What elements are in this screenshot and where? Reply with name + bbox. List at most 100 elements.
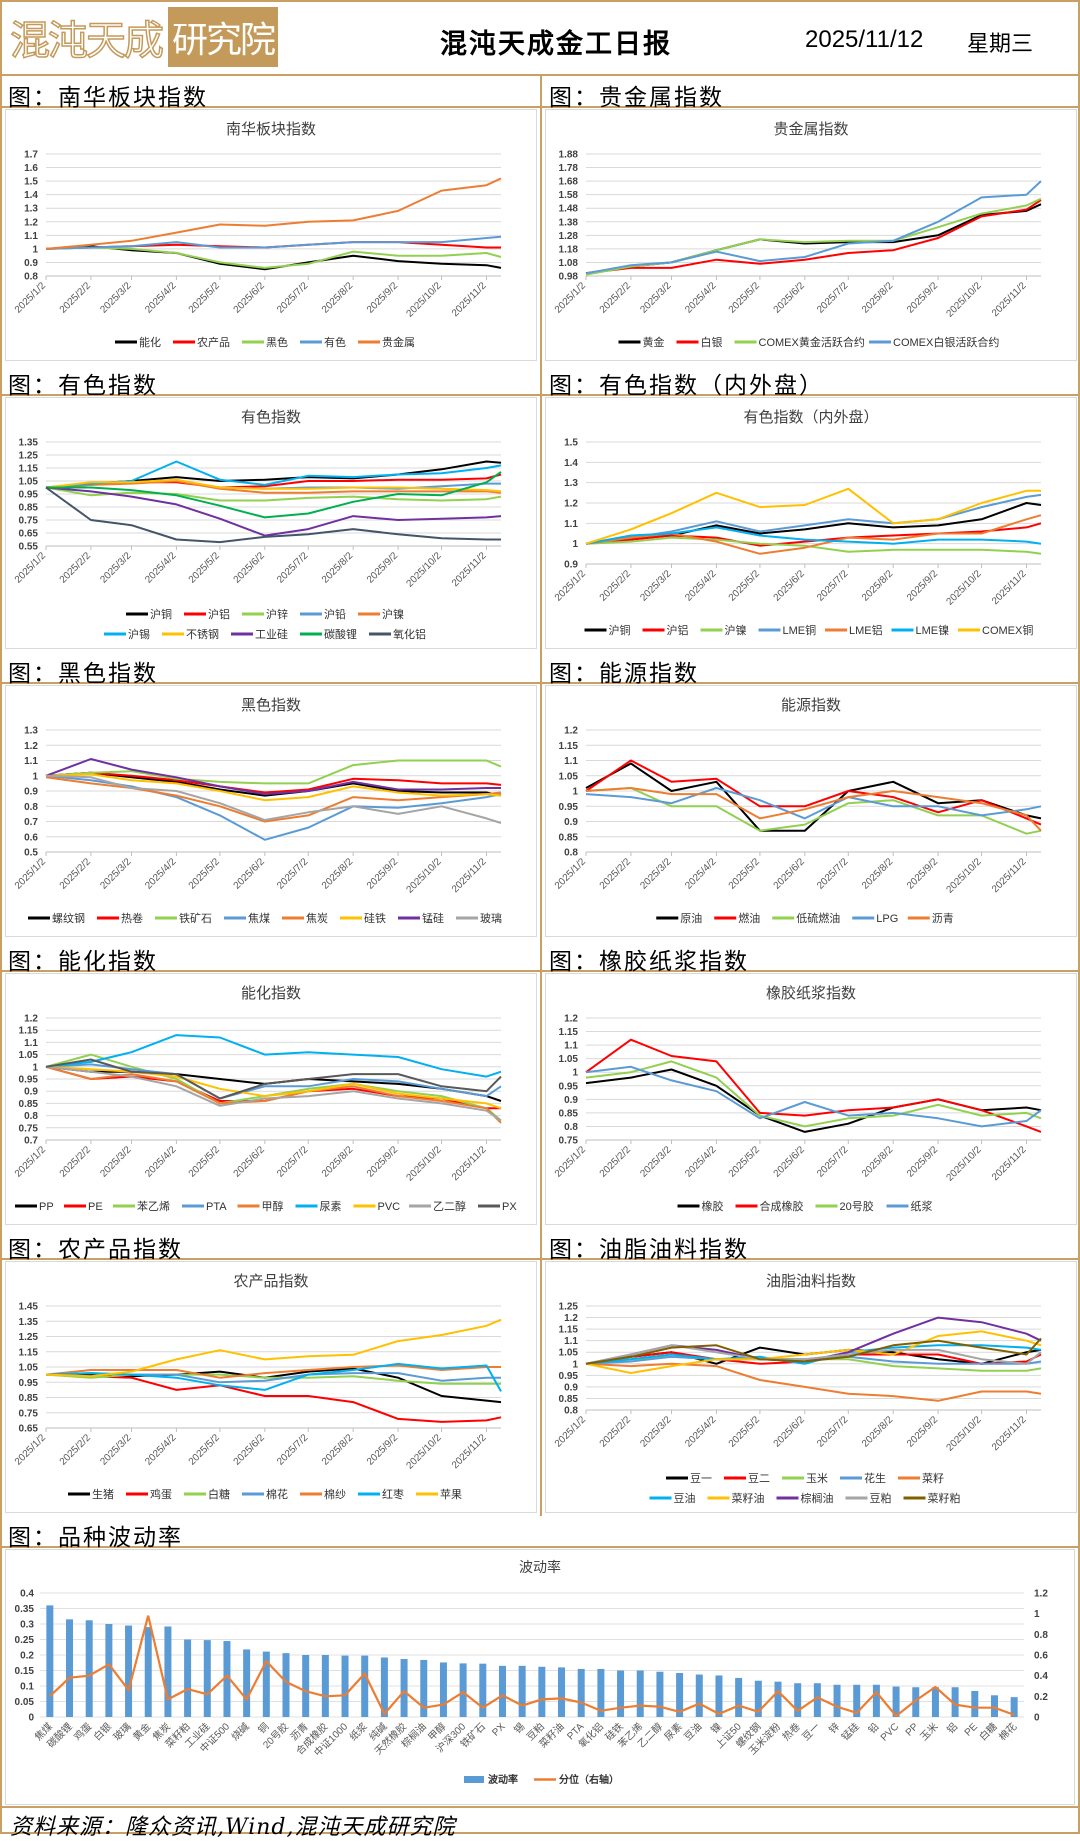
bar-氧化铝 [597,1668,605,1717]
legend-label: 沪镍 [725,623,747,637]
chart-panel-nanhua: 南华板块指数 0.8 0.9 1 1.1 1.2 1.3 1.4 1.5 1.6 1.7 2025/1… [5,109,537,361]
bar-中证500 [223,1641,231,1717]
y-tick-label: 1.2 [564,499,578,510]
legend-item: 尿素 [295,1200,342,1213]
section-title-nonferrous: 图：有色指数 [0,364,540,399]
bar-乙二醇 [656,1671,664,1717]
x-tick-label: 2025/7/2 [275,1144,311,1180]
y-tick-label: 1.45 [19,1302,39,1313]
x-tick-label: 2025/4/2 [143,280,179,316]
x-tick-label: 2025/4/2 [683,1414,719,1450]
x-tick-label: 2025/7/2 [815,280,851,316]
x-tick-label: 2025/7/2 [815,1144,851,1180]
x-tick-label: 2025/1/2 [13,550,49,586]
legend-label: 热卷 [121,911,143,925]
bar-玻璃 [125,1625,133,1717]
legend-item: COMEX黄金活跃合约 [734,335,865,349]
x-tick-label: 2025/4/2 [683,280,719,316]
legend-label: 玉米 [806,1472,828,1485]
legend-item: 沪铜 [126,607,172,621]
line-chart: 能源指数 0.8 0.85 0.9 0.95 1 1.05 1.1 1.15 1.2 2025/1/… [553,697,1042,925]
line-chart: 农产品指数 0.65 0.75 0.85 0.95 1.05 1.15 1.25 1.35 1.4… [13,1273,502,1501]
y-tick-label: 0.4 [20,1589,34,1600]
category-label: 玻璃 [110,1720,133,1743]
section-title-text: 图：能化指数 [8,949,158,975]
section-title-ferrous: 图：黑色指数 [0,652,540,687]
x-tick-label: 2025/9/2 [905,856,941,892]
x-tick-label: 2025/2/2 [58,856,94,892]
y-tick-label: 1.4 [24,190,38,201]
x-tick-label: 2025/9/2 [365,1144,401,1180]
legend-label: 合成橡胶 [760,1199,804,1213]
legend-item: LPG [852,913,898,925]
series-line-低硫燃油 [585,787,1042,835]
legend-item: PP [15,1201,54,1213]
y-tick-label: 0.85 [19,1099,39,1110]
y-tick-label: 1 [572,1068,578,1079]
x-tick-label: 2025/3/2 [98,280,134,316]
y-tick-label: 0.85 [559,832,579,843]
x-tick-label: 2025/2/2 [598,1144,634,1180]
x-tick-label: 2025/1/2 [13,1144,49,1180]
x-tick-label: 2025/11/2 [450,280,489,319]
legend-item: LME铝 [825,623,883,637]
category-label: 鸡蛋 [71,1720,94,1743]
legend-label: 燃油 [738,911,760,925]
y2-tick-label: 0.6 [1034,1651,1048,1662]
bar-铅 [872,1684,880,1717]
y-tick-label: 1.38 [559,217,579,228]
y-tick-label: 1.05 [559,771,579,782]
category-label: 锡 [511,1720,527,1736]
legend-item: 沪镍 [358,607,404,621]
y-tick-label: 1 [572,787,578,798]
x-tick-label: 2025/5/2 [727,280,763,316]
legend-label: 菜籽油 [732,1491,765,1505]
legend-item: 苹果 [416,1487,462,1501]
legend-item: COMEX白银活跃合约 [869,335,999,349]
section-title-text: 图：有色指数 [8,373,158,399]
legend-label: 沪镍 [382,607,404,621]
y-tick-label: 1.15 [19,1347,39,1358]
y-tick-label: 0.75 [19,1408,39,1419]
category-label: 铝 [945,1721,961,1737]
series-line-硅铁 [45,773,502,802]
legend-label: 红枣 [382,1488,404,1501]
y-tick-label: 1.15 [19,464,39,475]
legend-label: 焦煤 [248,912,270,925]
x-tick-label: 2025/8/2 [320,1144,356,1180]
y2-tick-label: 0.2 [1034,1692,1048,1703]
x-tick-label: 2025/4/2 [143,550,179,586]
legend-item: 农产品 [173,335,230,349]
bar-烧碱 [243,1649,251,1717]
chart-panel-nonferrous: 有色指数 0.55 0.65 0.75 0.85 0.95 1.05 1.15 1.25 1.35… [5,397,537,649]
y-tick-label: 0.5 [24,848,38,859]
y-tick-label: 1.18 [559,244,579,255]
x-tick-label: 2025/8/2 [860,856,896,892]
legend-label: 橡胶 [702,1199,724,1213]
series-line-菜籽油 [585,1330,1042,1374]
x-tick-label: 2025/5/2 [727,1414,763,1450]
x-tick-label: 2025/8/2 [320,280,356,316]
y-tick-label: 1.3 [564,478,578,489]
y-tick-label: 1.78 [559,163,579,174]
series-line-尿素 [45,1034,502,1078]
legend-label: COMEX白银活跃合约 [893,335,999,349]
x-tick-label: 2025/6/2 [232,1432,268,1468]
series-line-沪锌 [45,486,502,502]
bar-玉米淀粉 [774,1681,782,1717]
bar-鸡蛋 [85,1620,93,1717]
series-line-沪镍 [585,536,1042,555]
x-tick-label: 2025/3/2 [638,856,674,892]
x-tick-label: 2025/1/2 [553,856,589,892]
bar-白糖 [990,1695,998,1717]
legend-item: 豆油 [649,1491,696,1505]
series-line-鸡蛋 [45,1373,502,1423]
y-tick-label: 0.55 [19,542,39,553]
y-tick-label: 1.05 [559,1054,579,1065]
y2-tick-label: 0.8 [1034,1630,1048,1641]
bar-铁矿石 [479,1663,487,1717]
y-tick-label: 1.88 [559,150,579,161]
y-tick-label: 1.35 [19,438,39,449]
x-tick-label: 2025/2/2 [58,550,94,586]
x-tick-label: 2025/5/2 [727,1144,763,1180]
